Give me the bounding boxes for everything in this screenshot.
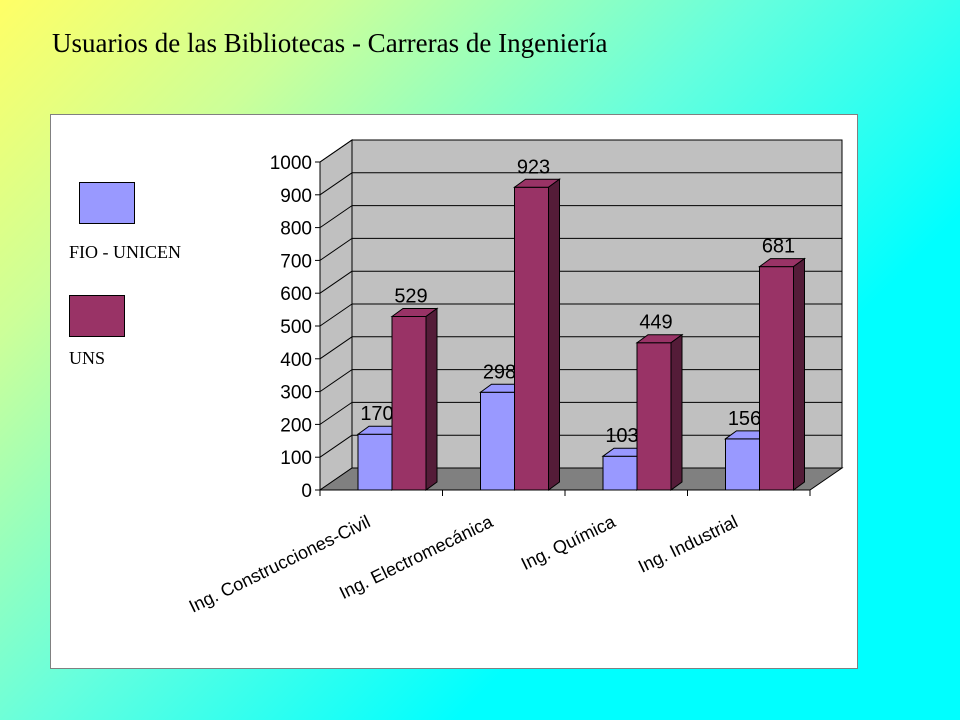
data-label: 529 <box>394 285 427 307</box>
gridline-side <box>319 205 353 229</box>
gridline-side <box>319 434 353 458</box>
legend-label-uns: UNS <box>69 348 106 368</box>
bar-front <box>759 266 794 491</box>
gridline-side <box>319 172 353 196</box>
data-label: 923 <box>517 156 550 178</box>
y-tick-label: 0 <box>301 481 312 502</box>
x-category-label: Ing. Química <box>518 511 619 574</box>
legend-swatch-fio-unicen <box>79 182 135 224</box>
gridline-side <box>319 401 353 425</box>
y-tick-label: 1000 <box>270 153 312 174</box>
gridline-side <box>319 139 353 163</box>
legend-swatch-uns <box>69 295 125 337</box>
bar-side <box>793 257 805 491</box>
bar-side <box>425 307 438 491</box>
data-label: 103 <box>605 425 638 447</box>
y-tick-label: 300 <box>280 383 312 404</box>
gridline-side <box>319 237 353 261</box>
bar-front <box>357 433 393 491</box>
gridline-side <box>319 270 353 294</box>
legend-label-fio-unicen: FIO - UNICEN <box>69 242 181 262</box>
y-tick-label: 200 <box>280 415 312 436</box>
y-tick-label: 700 <box>280 251 312 272</box>
data-label: 170 <box>360 403 393 425</box>
bar-front <box>514 186 549 491</box>
y-tick-label: 600 <box>280 284 312 305</box>
gridline-side <box>319 369 353 393</box>
bar-side <box>670 333 683 491</box>
bar-front <box>391 315 427 491</box>
x-category-label: Ing. Industrial <box>635 511 741 576</box>
bar-front <box>725 438 760 491</box>
y-tick-label: 500 <box>280 317 312 338</box>
slide-title: Usuarios de las Bibliotecas - Carreras d… <box>52 28 608 58</box>
gridline-side <box>319 336 353 360</box>
bar-front <box>602 455 638 491</box>
data-label: 298 <box>483 361 516 383</box>
bar-side <box>548 178 560 491</box>
bar-front <box>636 342 672 491</box>
y-tick-label: 400 <box>280 350 312 371</box>
gridline-side <box>319 303 353 327</box>
y-tick-label: 100 <box>280 448 312 469</box>
bar-front <box>480 391 515 491</box>
y-tick-label: 800 <box>280 219 312 240</box>
data-label: 449 <box>639 312 672 334</box>
data-label: 156 <box>728 408 761 430</box>
y-tick-label: 900 <box>280 186 312 207</box>
data-label: 681 <box>762 236 795 258</box>
